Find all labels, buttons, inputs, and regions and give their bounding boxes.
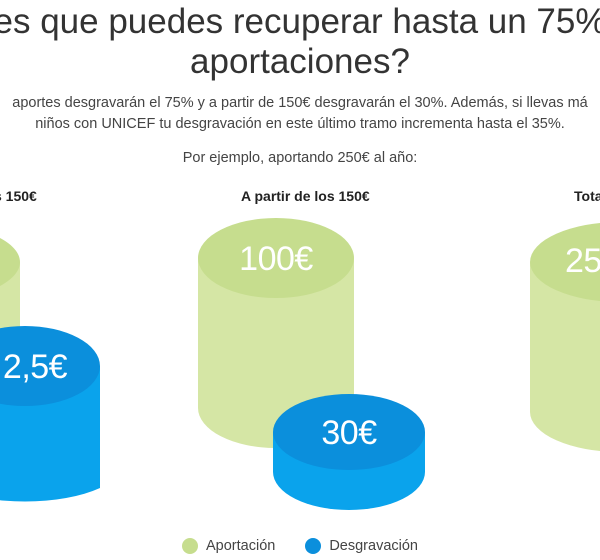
legend-label-desgravacion: Desgravación	[329, 538, 418, 554]
aportacion-swatch-icon	[182, 538, 198, 554]
legend-item-aportacion: Aportación	[182, 538, 275, 554]
legend-item-desgravacion: Desgravación	[305, 538, 418, 554]
intro-paragraph: aportes desgravarán el 75% y a partir de…	[0, 93, 600, 135]
title-line-1: es que puedes recuperar hasta un 75%	[0, 2, 600, 41]
aportacion-cylinder-middle: 100€	[198, 218, 354, 448]
column-heading-left: s 150€	[0, 188, 37, 204]
legend-label-aportacion: Aportación	[206, 538, 276, 554]
desgravacion-cylinder-left: 2,5€	[0, 326, 100, 502]
intro-line-2: niños con UNICEF tu desgravación en este…	[35, 116, 565, 132]
aportacion-value-right: 25	[565, 242, 600, 280]
aportacion-cylinder-right: 25	[530, 223, 600, 451]
desgravacion-swatch-icon	[305, 538, 322, 554]
intro-line-1: aportes desgravarán el 75% y a partir de…	[12, 95, 588, 111]
example-text: Por ejemplo, aportando 250€ al año:	[182, 150, 418, 166]
title-line-2: aportaciones?	[190, 42, 410, 81]
legend: Aportación Desgravación	[0, 538, 600, 554]
page-title: es que puedes recuperar hasta un 75% apo…	[0, 2, 600, 82]
desgravacion-value-middle: 30€	[321, 414, 377, 452]
column-heading-middle: A partir de los 150€	[241, 188, 370, 204]
column-heading-right: Tota	[574, 188, 600, 204]
aportacion-value-middle: 100€	[239, 240, 313, 278]
desgravacion-value-left: 2,5€	[3, 348, 68, 386]
desgravacion-cylinder-middle: 30€	[273, 394, 425, 510]
